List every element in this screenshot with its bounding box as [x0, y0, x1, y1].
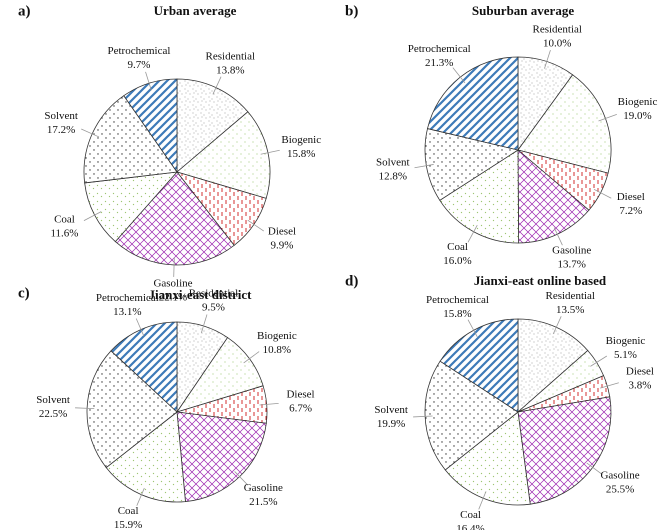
slice-label: Solvent — [36, 394, 70, 406]
value-label: 21.5% — [249, 496, 277, 508]
slice-label: Gasoline — [153, 277, 192, 289]
value-label: 25.5% — [606, 483, 634, 495]
slice-label: Residential — [189, 288, 239, 300]
slice-label: Diesel — [286, 389, 314, 401]
leader-line — [260, 149, 280, 155]
value-label: 21.3% — [425, 57, 453, 69]
slice-label: Gasoline — [244, 482, 283, 494]
leader-line — [259, 402, 279, 406]
slice-label: Solvent — [44, 110, 78, 122]
leader-line — [598, 114, 617, 122]
slice-label: Coal — [460, 509, 481, 521]
slice-label: Gasoline — [552, 244, 591, 256]
value-label: 5.1% — [614, 349, 637, 361]
leader-line — [81, 128, 100, 138]
chart-title: Jianxi-east online based — [474, 273, 607, 288]
value-label: 19.0% — [623, 110, 651, 122]
value-label: 6.7% — [289, 403, 312, 415]
leader-line — [247, 219, 265, 232]
leader-line — [600, 382, 619, 389]
value-label: 22.1% — [159, 291, 187, 303]
slice-label: Biogenic — [257, 330, 297, 342]
slice-label: Diesel — [626, 365, 654, 377]
slice-label: Residential — [532, 23, 582, 35]
slice-label: Coal — [118, 505, 139, 517]
leader-line — [586, 462, 603, 475]
pie-slice — [517, 396, 612, 505]
slice-label: Biogenic — [281, 134, 321, 146]
leader-line — [135, 318, 145, 337]
value-label: 10.0% — [543, 37, 571, 49]
leader-line — [414, 164, 434, 169]
leader-line — [145, 71, 152, 91]
value-label: 13.5% — [556, 304, 584, 316]
value-label: 7.2% — [619, 205, 642, 217]
slice-label: Residential — [546, 290, 596, 302]
slice-label: Gasoline — [600, 469, 639, 481]
leader-line — [200, 314, 208, 333]
leader-line — [212, 76, 222, 95]
slice-label: Petrochemical — [107, 45, 170, 57]
slice-label: Diesel — [617, 191, 645, 203]
value-label: 16.4% — [456, 523, 484, 530]
leader-line — [413, 415, 433, 418]
leader-line — [173, 257, 175, 277]
leader-line — [478, 491, 487, 510]
value-label: 11.6% — [50, 228, 78, 240]
panel-label: d) — [345, 273, 358, 289]
value-label: 12.8% — [379, 171, 407, 183]
value-label: 13.8% — [216, 65, 244, 77]
value-label: 17.2% — [47, 124, 75, 136]
slice-label: Solvent — [374, 404, 408, 416]
leader-line — [136, 487, 145, 506]
slice-label: Biogenic — [618, 96, 658, 108]
panel-label: b) — [345, 3, 358, 19]
value-label: 9.7% — [127, 59, 150, 71]
slice-label: Biogenic — [606, 335, 646, 347]
value-label: 3.8% — [628, 379, 651, 391]
chart-title: Urban average — [154, 3, 237, 18]
value-label: 13.1% — [113, 306, 141, 318]
leader-line — [83, 211, 102, 222]
slice-label: Petrochemical — [96, 292, 159, 304]
panel-label: a) — [18, 3, 31, 19]
leader-line — [553, 227, 563, 246]
slice-label: Petrochemical — [426, 294, 489, 306]
leader-line — [467, 319, 478, 337]
leader-line — [243, 351, 260, 364]
value-label: 13.7% — [558, 258, 586, 270]
leader-line — [234, 471, 249, 486]
value-label: 15.9% — [114, 519, 142, 530]
slice-label: Residential — [206, 51, 256, 63]
value-label: 19.9% — [377, 418, 405, 430]
panel-label: c) — [18, 285, 30, 301]
leader-line — [452, 67, 466, 84]
leader-line — [467, 225, 478, 243]
leader-line — [552, 316, 562, 335]
value-label: 9.5% — [202, 302, 225, 314]
slice-label: Solvent — [376, 157, 410, 169]
value-label: 10.8% — [263, 344, 291, 356]
slice-label: Diesel — [268, 226, 296, 238]
leader-line — [590, 355, 608, 367]
chart-title: Jianxi-east district — [149, 287, 253, 302]
leader-line — [593, 188, 612, 199]
value-label: 16.0% — [443, 255, 471, 267]
leader-line — [75, 407, 95, 410]
chart-title: Suburban average — [472, 3, 574, 18]
leader-line — [544, 50, 551, 69]
value-label: 15.8% — [443, 308, 471, 320]
slice-label: Coal — [447, 241, 468, 253]
value-label: 9.9% — [271, 240, 294, 252]
value-label: 15.8% — [287, 148, 315, 160]
slice-label: Coal — [54, 214, 75, 226]
value-label: 22.5% — [39, 408, 67, 420]
slice-label: Petrochemical — [408, 43, 471, 55]
